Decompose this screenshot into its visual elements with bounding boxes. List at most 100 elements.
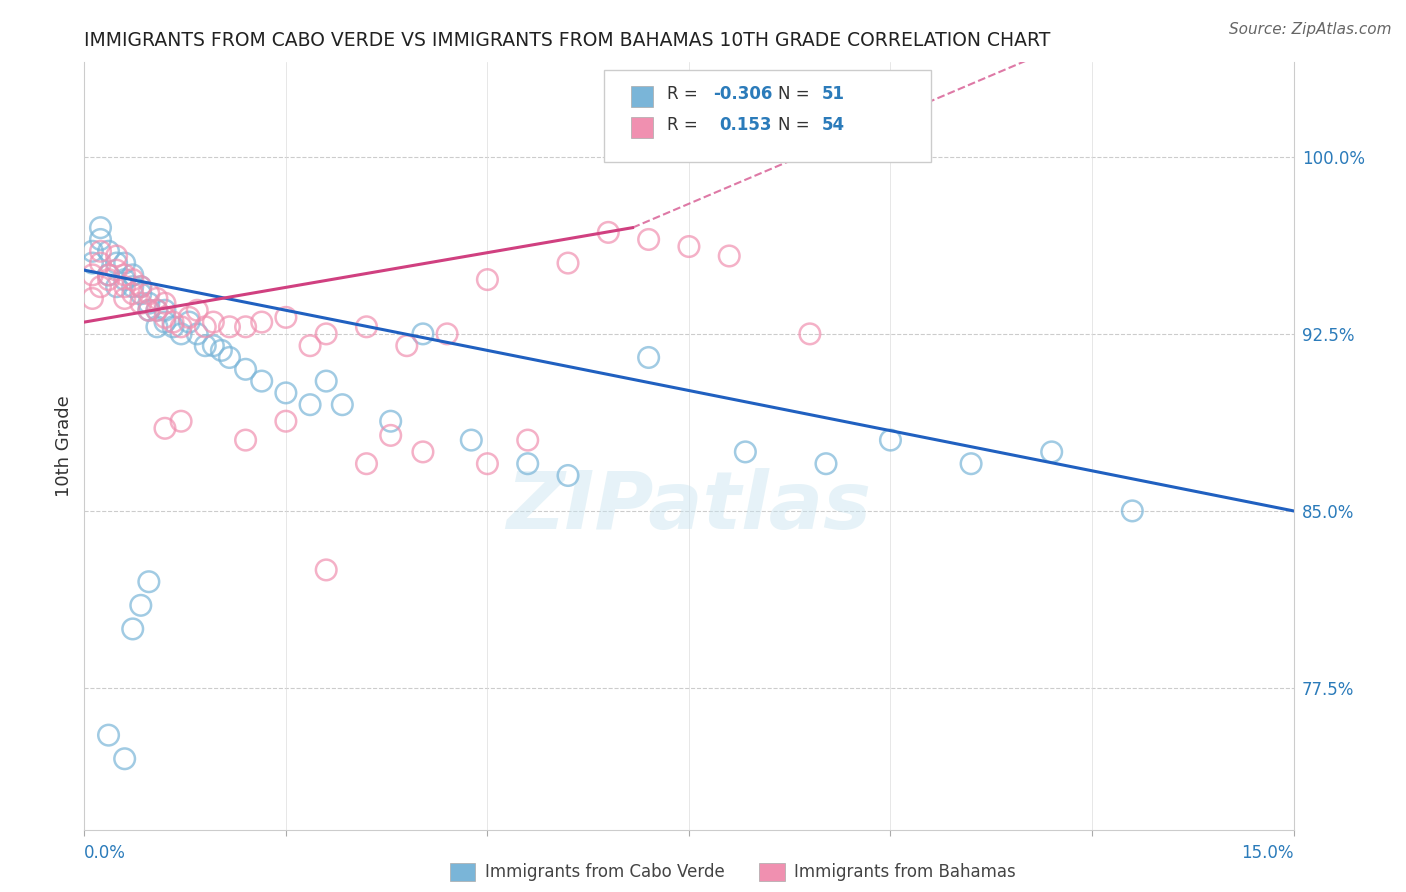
Point: [105, 256, 128, 270]
Point: [114, 256, 136, 270]
Point: [734, 445, 756, 459]
Point: [235, 433, 257, 447]
Point: [330, 398, 353, 412]
Point: [153, 303, 176, 318]
Point: [89, 232, 111, 246]
Point: [1040, 445, 1063, 459]
Point: [129, 296, 152, 310]
Point: [194, 339, 217, 353]
Point: [356, 319, 378, 334]
Point: [186, 326, 208, 341]
Point: [170, 326, 193, 341]
Point: [82, 244, 104, 259]
Point: [186, 303, 208, 318]
Point: [153, 315, 176, 329]
Point: [274, 414, 297, 428]
Text: 51: 51: [823, 85, 845, 103]
Point: [162, 319, 184, 334]
Text: R =: R =: [668, 85, 703, 103]
Point: [678, 239, 700, 253]
Point: [153, 296, 176, 310]
Point: [105, 249, 128, 263]
Point: [121, 286, 143, 301]
Point: [121, 622, 143, 636]
Point: [380, 414, 402, 428]
Text: -0.306: -0.306: [713, 85, 772, 103]
Point: [153, 310, 176, 325]
Point: [209, 343, 232, 358]
Point: [202, 339, 225, 353]
Point: [129, 599, 152, 613]
Text: IMMIGRANTS FROM CABO VERDE VS IMMIGRANTS FROM BAHAMAS 10TH GRADE CORRELATION CHA: IMMIGRANTS FROM CABO VERDE VS IMMIGRANTS…: [84, 31, 1050, 50]
Text: Immigrants from Cabo Verde: Immigrants from Cabo Verde: [485, 863, 725, 881]
Text: R =: R =: [668, 116, 709, 134]
Point: [412, 445, 434, 459]
Point: [170, 414, 193, 428]
Point: [460, 433, 482, 447]
Point: [477, 457, 499, 471]
Point: [179, 310, 201, 325]
Point: [129, 279, 152, 293]
Point: [395, 339, 418, 353]
Point: [235, 362, 257, 376]
Point: [516, 457, 538, 471]
Point: [138, 286, 160, 301]
Point: [250, 315, 273, 329]
Point: [146, 319, 169, 334]
Text: ZIPatlas: ZIPatlas: [506, 468, 872, 547]
Text: Immigrants from Bahamas: Immigrants from Bahamas: [794, 863, 1017, 881]
Point: [82, 256, 104, 270]
Point: [129, 286, 152, 301]
Text: Source: ZipAtlas.com: Source: ZipAtlas.com: [1229, 22, 1392, 37]
Point: [82, 268, 104, 282]
Point: [97, 268, 120, 282]
Point: [97, 728, 120, 742]
Point: [105, 279, 128, 293]
Point: [89, 220, 111, 235]
Point: [97, 272, 120, 286]
Point: [114, 752, 136, 766]
Point: [114, 292, 136, 306]
Point: [516, 433, 538, 447]
Point: [299, 339, 322, 353]
Point: [557, 256, 579, 270]
Point: [274, 385, 297, 400]
Text: 0.0%: 0.0%: [84, 844, 127, 862]
Point: [315, 563, 337, 577]
Point: [97, 244, 120, 259]
Text: N =: N =: [779, 85, 815, 103]
Point: [436, 326, 458, 341]
Y-axis label: 10th Grade: 10th Grade: [55, 395, 73, 497]
Point: [138, 574, 160, 589]
Point: [250, 374, 273, 388]
Point: [121, 268, 143, 282]
Point: [162, 315, 184, 329]
Point: [194, 319, 217, 334]
Point: [557, 468, 579, 483]
Point: [380, 428, 402, 442]
Point: [146, 292, 169, 306]
Point: [105, 263, 128, 277]
Point: [153, 421, 176, 435]
Point: [146, 303, 169, 318]
Point: [1121, 504, 1143, 518]
Point: [138, 303, 160, 318]
Bar: [631, 87, 652, 107]
Point: [146, 303, 169, 318]
Point: [637, 351, 659, 365]
Point: [121, 272, 143, 286]
Text: 0.153: 0.153: [720, 116, 772, 134]
Text: 54: 54: [823, 116, 845, 134]
FancyBboxPatch shape: [605, 70, 931, 162]
Point: [179, 315, 201, 329]
Point: [202, 315, 225, 329]
Point: [89, 279, 111, 293]
Point: [879, 433, 901, 447]
Bar: [631, 117, 652, 137]
Point: [97, 268, 120, 282]
Point: [412, 326, 434, 341]
Text: 15.0%: 15.0%: [1241, 844, 1294, 862]
Point: [114, 279, 136, 293]
Point: [138, 303, 160, 318]
Point: [114, 272, 136, 286]
